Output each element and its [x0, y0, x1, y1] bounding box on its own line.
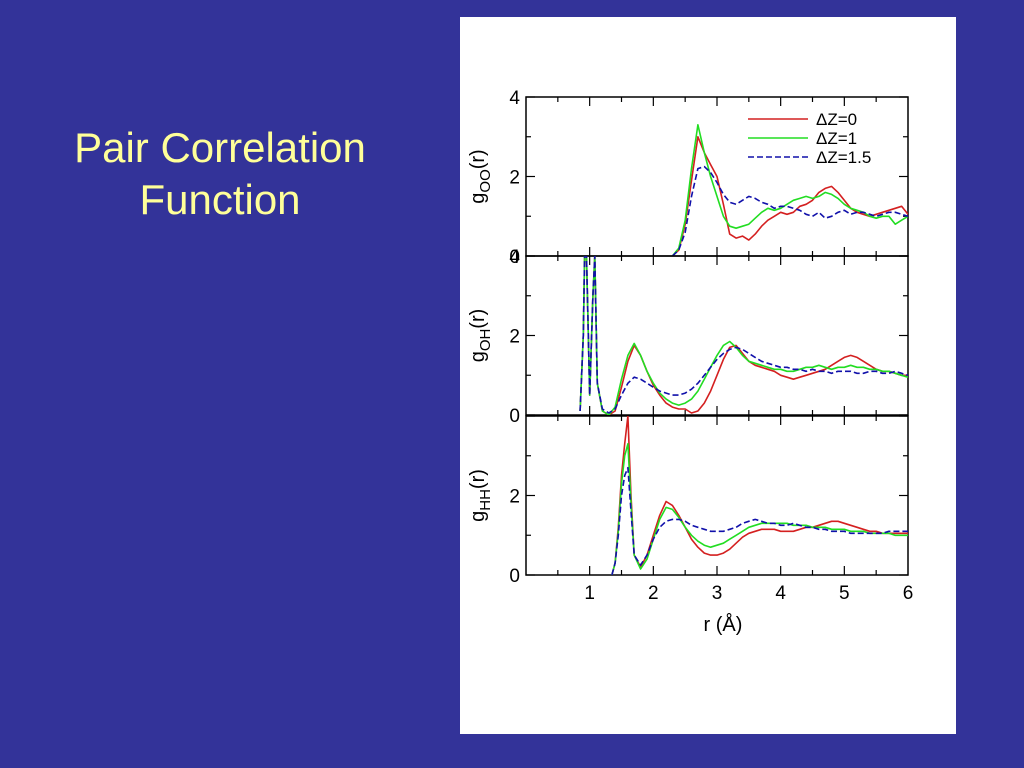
series-line-oh — [579, 256, 908, 415]
y-axis-title-subscript: OO — [477, 169, 494, 192]
slide-title-line-2: Function — [139, 176, 301, 223]
y-tick-label: 0 — [509, 247, 520, 268]
slide-title-line-1: Pair Correlation — [74, 124, 366, 171]
panel-frame-hh — [525, 415, 909, 576]
y-tick-label: 0 — [509, 566, 520, 587]
y-axis-title-oh: gOH(r) — [467, 309, 494, 363]
x-tick-label: 4 — [775, 583, 786, 604]
y-axis-title-end: (r) — [467, 149, 489, 169]
y-tick-label: 2 — [509, 487, 520, 508]
series-line-oo — [671, 165, 908, 256]
x-tick-label: 6 — [903, 583, 914, 604]
legend-entry: ΔZ=0 — [816, 110, 857, 129]
series-line-oo — [671, 124, 908, 256]
series-line-hh — [611, 416, 908, 575]
series-line-oo — [671, 136, 908, 256]
series-line-hh — [611, 466, 908, 575]
y-axis-title-main: g — [467, 511, 489, 522]
legend-entry: ΔZ=1 — [816, 129, 857, 148]
x-tick-label: 3 — [712, 583, 723, 604]
x-tick-label: 5 — [839, 583, 850, 604]
x-axis-title: r (Å) — [704, 613, 743, 636]
y-axis-title-oo: gOO(r) — [467, 149, 494, 203]
y-tick-label: 2 — [509, 327, 520, 348]
series-line-oh — [579, 256, 908, 414]
y-axis-title-end: (r) — [467, 309, 489, 329]
series-line-hh — [611, 442, 908, 575]
y-tick-label: 4 — [509, 247, 520, 268]
y-axis-title-subscript: HH — [477, 489, 494, 511]
y-axis-title-main: g — [467, 193, 489, 204]
slide-title: Pair Correlation Function — [20, 122, 420, 226]
y-axis-title-subscript: OH — [477, 329, 494, 352]
y-tick-label: 4 — [509, 88, 520, 109]
legend-entry: ΔZ=1.5 — [816, 148, 871, 167]
x-tick-label: 2 — [648, 583, 659, 604]
figure-panel: 0 2 4 gOO(r) 0 2 4 gOH(r) 0 2 gHH(r) 1 2 3 4 5 6 r (Å) ΔZ=… — [460, 17, 956, 734]
y-axis-title-end: (r) — [467, 469, 489, 489]
y-tick-label: 0 — [509, 406, 520, 427]
y-axis-title-hh: gHH(r) — [467, 469, 494, 522]
series-line-oh — [579, 256, 908, 415]
x-tick-label: 1 — [584, 583, 595, 604]
y-tick-label: 2 — [509, 168, 520, 189]
y-axis-title-main: g — [467, 351, 489, 362]
